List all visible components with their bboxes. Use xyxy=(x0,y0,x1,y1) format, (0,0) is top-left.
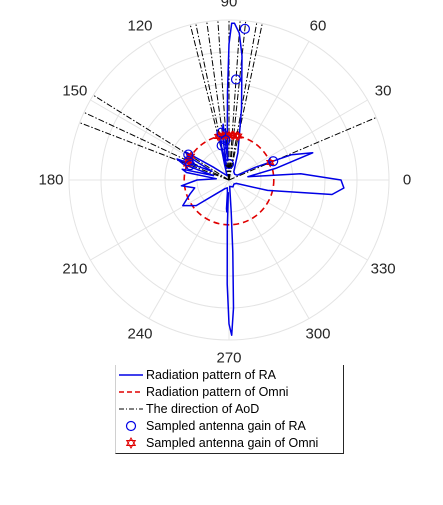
theta-tick-label: 150 xyxy=(62,83,87,100)
aod-direction-line xyxy=(79,122,230,181)
legend-item-aod-direction: The direction of AoD xyxy=(116,401,345,417)
grid-spoke xyxy=(148,41,230,181)
theta-tick-labels: 0 30 60 90 120 150 180 210 240 270 300 330 xyxy=(38,0,411,367)
ra-sample-marker xyxy=(216,127,227,138)
legend-label: Radiation pattern of RA xyxy=(146,368,276,382)
aod-direction-line xyxy=(93,94,230,181)
grid-spoke xyxy=(148,179,230,319)
theta-tick-label: 0 xyxy=(403,172,411,189)
grid-spoke xyxy=(228,99,368,181)
legend-label: Sampled antenna gain of RA xyxy=(146,419,306,433)
aod-direction-line xyxy=(228,117,377,181)
circle-marker-icon xyxy=(125,420,137,432)
theta-tick-label: 330 xyxy=(371,261,396,278)
theta-tick-label: 210 xyxy=(62,261,87,278)
theta-tick-label: 30 xyxy=(375,83,392,100)
grid-spoke xyxy=(228,179,310,319)
aod-direction-line xyxy=(228,22,258,181)
sample-markers xyxy=(182,23,279,171)
theta-tick-label: 120 xyxy=(127,17,152,34)
ra-pattern-line xyxy=(176,22,345,336)
theta-tick-label: 90 xyxy=(221,0,238,11)
aod-direction-line xyxy=(228,20,241,181)
aod-direction-line xyxy=(228,20,247,181)
dash-dot-line-swatch-icon xyxy=(119,408,143,410)
aod-direction-line xyxy=(228,23,263,181)
ra-sample-marker xyxy=(239,23,250,34)
grid-spoke xyxy=(228,41,310,181)
legend-label: Radiation pattern of Omni xyxy=(146,385,289,399)
theta-tick-label: 180 xyxy=(38,172,63,189)
grid-spoke xyxy=(90,179,230,261)
omni-pattern-line xyxy=(183,134,275,226)
ra-sample-marker xyxy=(268,156,279,167)
legend-label: The direction of AoD xyxy=(146,402,260,416)
legend-item-ra-pattern: Radiation pattern of RA xyxy=(116,367,345,383)
legend-label: Sampled antenna gain of Omni xyxy=(146,436,319,450)
theta-tick-label: 240 xyxy=(127,326,152,343)
legend-item-omni-samples: Sampled antenna gain of Omni xyxy=(116,435,345,451)
theta-tick-label: 270 xyxy=(216,350,241,367)
ra-sample-marker xyxy=(183,149,194,160)
ra-pattern xyxy=(176,22,345,336)
solid-line-swatch-icon xyxy=(119,374,143,376)
omni-sample-marker xyxy=(213,131,223,142)
ra-sample-marker xyxy=(230,74,242,85)
hexagram-marker-icon xyxy=(125,436,137,450)
legend-item-ra-samples: Sampled antenna gain of RA xyxy=(116,418,345,434)
ra-sample-marker xyxy=(223,158,235,170)
ra-sample-marker xyxy=(216,140,227,151)
omni-pattern xyxy=(183,134,275,226)
legend: Radiation pattern of RA Radiation patter… xyxy=(115,365,344,454)
theta-tick-label: 60 xyxy=(310,17,327,34)
ra-sample-marker xyxy=(185,159,196,171)
theta-tick-label: 300 xyxy=(305,326,330,343)
grid-spoke xyxy=(90,99,230,181)
grid-spoke xyxy=(228,179,368,261)
legend-item-omni-pattern: Radiation pattern of Omni xyxy=(116,384,345,400)
dashed-line-swatch-icon xyxy=(119,391,143,393)
